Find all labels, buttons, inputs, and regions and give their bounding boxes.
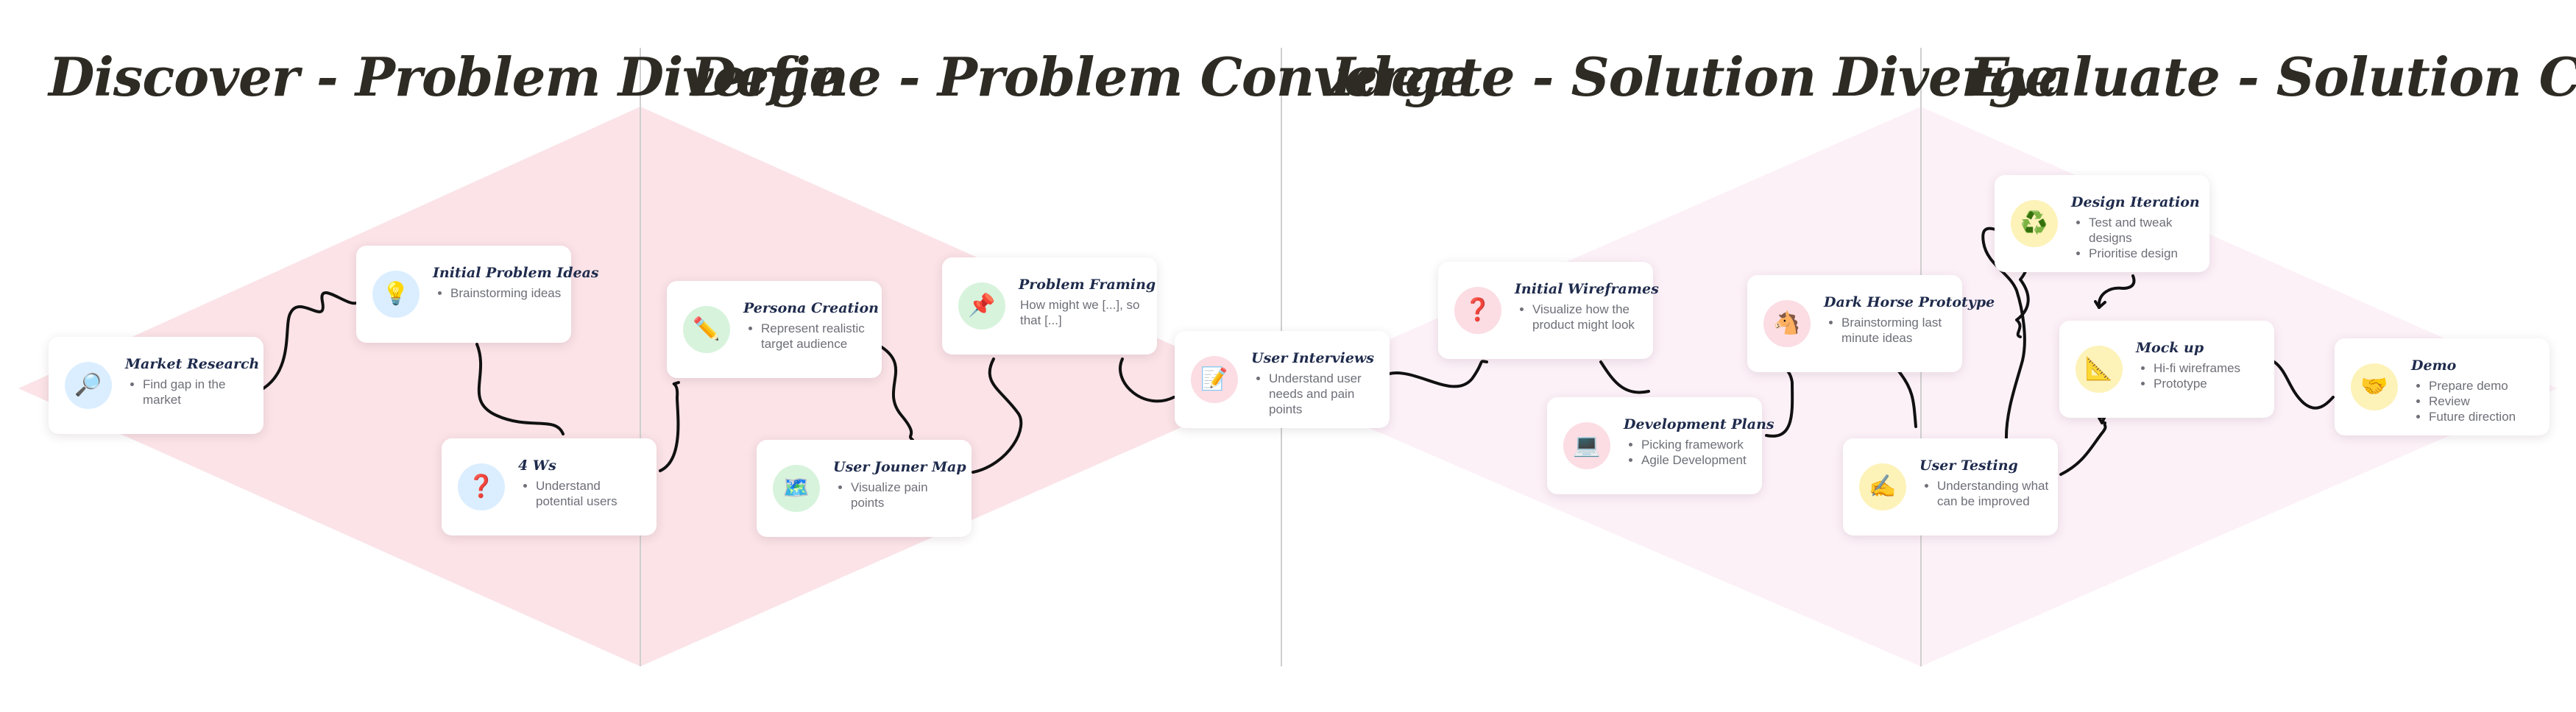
connector — [1599, 360, 1650, 394]
connector — [659, 381, 680, 472]
card-bullet: Visualize pain points — [851, 480, 963, 510]
card-bullet: Prepare demo — [2429, 378, 2541, 394]
card-title: Dark Horse Prototype — [1824, 294, 1995, 310]
connector — [262, 291, 358, 390]
card-title: User Interviews — [1251, 350, 1374, 366]
card-bullet: Picking framework — [1641, 437, 1753, 452]
card-bullet: Understanding what can be improved — [1937, 478, 2049, 509]
card-title: User Testing — [1919, 458, 2018, 474]
connector — [1981, 227, 2030, 441]
card-bullet: Represent realistic target audience — [761, 321, 873, 352]
card-title: Design Iteration — [2071, 194, 2200, 210]
memo-icon: 📝 — [1191, 356, 1238, 403]
card-bullet: Visualize how the product might look — [1532, 302, 1644, 332]
card-title: Problem Framing — [1019, 277, 1156, 293]
card-4-ws[interactable]: ❓ 4 Ws Understand potential users — [442, 438, 657, 535]
connector — [475, 343, 565, 435]
card-dark-horse-prototype[interactable]: 🐴 Dark Horse Prototype Brainstorming las… — [1747, 275, 1995, 372]
card-initial-problem-ideas[interactable]: 💡 Initial Problem Ideas Brainstorming id… — [356, 246, 599, 343]
card-mock-up[interactable]: 📐 Mock up Hi-fi wireframes Prototype — [2059, 321, 2274, 418]
connector — [880, 346, 914, 441]
connector — [2094, 300, 2106, 309]
card-bullet: Brainstorming ideas — [450, 285, 562, 301]
connector — [2273, 360, 2335, 410]
pushpin-icon: 📌 — [958, 282, 1005, 330]
connector — [972, 357, 1023, 474]
card-problem-framing[interactable]: 📌 Problem Framing How might we [...], so… — [942, 257, 1157, 355]
card-title: Development Plans — [1624, 416, 1774, 432]
card-design-iteration[interactable]: ♻️ Design Iteration Test and tweak desig… — [1995, 175, 2209, 272]
card-market-research[interactable]: 🔎 Market Research Find gap in the market — [49, 337, 263, 434]
magnifier-icon: 🔎 — [65, 362, 112, 409]
card-title: Persona Creation — [743, 300, 879, 316]
card-title: Initial Wireframes — [1515, 281, 1659, 297]
card-bullet: Brainstorming last minute ideas — [1841, 315, 1953, 346]
card-bullet: Test and tweak designs — [2089, 215, 2201, 246]
card-user-jouner-map[interactable]: 🗺️ User Jouner Map Visualize pain points — [757, 440, 972, 537]
question-icon: ❓ — [1454, 287, 1501, 334]
card-title: 4 Ws — [518, 458, 556, 474]
card-bullet: Find gap in the market — [143, 377, 255, 407]
card-demo[interactable]: 🤝 Demo Prepare demo Review Future direct… — [2335, 338, 2550, 435]
card-persona-creation[interactable]: ✏️ Persona Creation Represent realistic … — [667, 281, 882, 378]
phase-title-define: Define - Problem Converge — [690, 46, 1474, 108]
phase-title-discover: Discover - Problem Diverge — [49, 46, 843, 108]
phase-title-ideate: Ideate - Solution Diverge — [1331, 46, 2059, 108]
question-icon: ❓ — [458, 463, 505, 510]
card-bullet: Prototype — [2154, 376, 2265, 391]
card-development-plans[interactable]: 💻 Development Plans Picking framework Ag… — [1547, 397, 1774, 494]
handshake-icon: 🤝 — [2351, 363, 2398, 410]
card-description: How might we [...], so that [...] — [1020, 298, 1140, 327]
card-bullet: Understand user needs and pain points — [1269, 371, 1381, 417]
laptop-icon: 💻 — [1563, 422, 1610, 469]
card-bullet: Review — [2429, 394, 2541, 409]
connector — [2097, 274, 2136, 309]
connector — [1897, 370, 1917, 428]
card-initial-wireframes[interactable]: ❓ Initial Wireframes Visualize how the p… — [1438, 262, 1659, 359]
card-user-interviews[interactable]: 📝 User Interviews Understand user needs … — [1175, 331, 1390, 428]
card-title: Mock up — [2136, 340, 2204, 356]
lightbulb-icon: 💡 — [372, 271, 420, 318]
card-bullet: Prioritise design — [2089, 246, 2201, 261]
horse-icon: 🐴 — [1763, 300, 1811, 347]
card-bullet: Hi-fi wireframes — [2154, 360, 2265, 376]
card-bullet: Understand potential users — [536, 478, 648, 509]
card-title: Market Research — [125, 356, 260, 372]
connector — [1119, 357, 1175, 403]
connector — [1388, 360, 1488, 388]
card-title: Initial Problem Ideas — [433, 265, 599, 281]
card-title: User Jouner Map — [833, 459, 966, 475]
connector — [2059, 421, 2107, 476]
map-icon: 🗺️ — [773, 465, 820, 512]
phase-title-evaluate: Evaluate - Solution Converge — [1969, 46, 2576, 108]
solution-diamond — [1277, 107, 2558, 666]
card-bullet: Agile Development — [1641, 452, 1753, 468]
card-bullet: Future direction — [2429, 409, 2541, 424]
writing-hand-icon: ✍️ — [1859, 463, 1906, 510]
recycle-icon: ♻️ — [2011, 200, 2058, 247]
card-title: Demo — [2411, 357, 2457, 374]
pencil-icon: ✏️ — [683, 306, 730, 353]
card-user-testing[interactable]: ✍️ User Testing Understanding what can b… — [1843, 438, 2058, 535]
triangle-ruler-icon: 📐 — [2076, 346, 2123, 393]
